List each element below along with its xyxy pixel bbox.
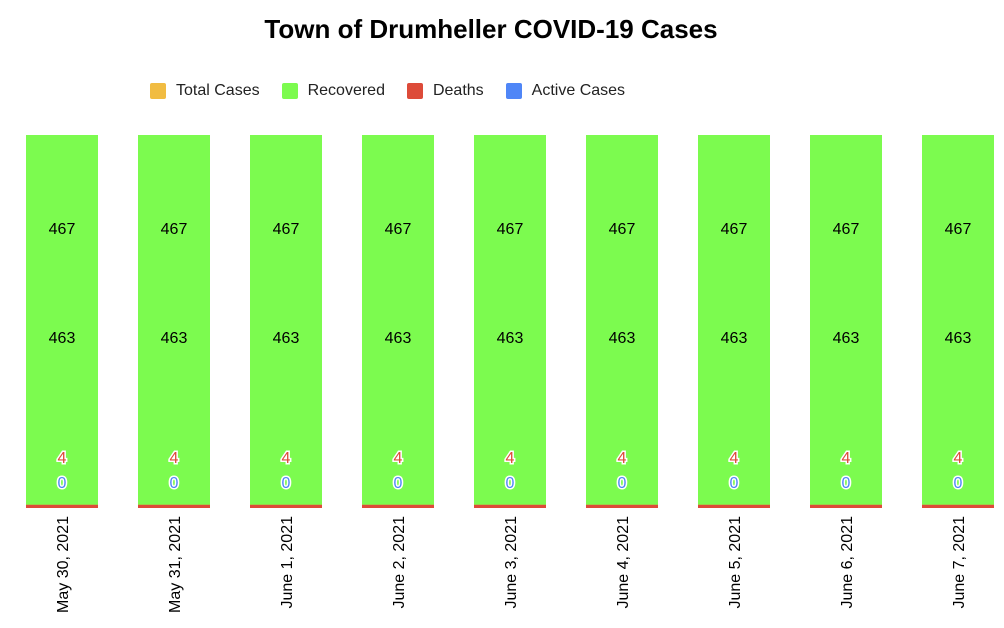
bar-recovered bbox=[698, 135, 770, 505]
data-label-total-cases: 467 bbox=[385, 221, 412, 238]
bar-deaths bbox=[586, 504, 658, 508]
data-label-active-cases: 0 bbox=[394, 475, 403, 492]
bar-deaths bbox=[138, 504, 210, 508]
bar-recovered bbox=[922, 135, 994, 505]
data-label-recovered: 463 bbox=[721, 330, 748, 347]
bar-deaths bbox=[26, 504, 98, 508]
data-label-deaths: 4 bbox=[506, 450, 515, 467]
x-tick-label: May 30, 2021 bbox=[55, 516, 72, 613]
x-tick-label: June 5, 2021 bbox=[727, 516, 744, 609]
data-label-deaths: 4 bbox=[954, 450, 963, 467]
bar-recovered bbox=[138, 135, 210, 505]
legend-label-deaths: Deaths bbox=[432, 82, 484, 99]
data-label-active-cases: 0 bbox=[282, 475, 291, 492]
data-label-total-cases: 467 bbox=[945, 221, 972, 238]
data-label-total-cases: 467 bbox=[49, 221, 76, 238]
chart-title: Town of Drumheller COVID-19 Cases bbox=[264, 14, 718, 44]
data-label-recovered: 463 bbox=[161, 330, 188, 347]
legend-label-recovered: Recovered bbox=[307, 82, 385, 99]
bar-recovered bbox=[586, 135, 658, 505]
bar-deaths bbox=[474, 504, 546, 508]
x-tick-label: June 2, 2021 bbox=[391, 516, 408, 609]
bar-deaths bbox=[922, 504, 994, 508]
data-label-deaths: 4 bbox=[618, 450, 627, 467]
data-label-recovered: 463 bbox=[497, 330, 524, 347]
data-label-recovered: 463 bbox=[49, 330, 76, 347]
legend: Total Cases Recovered Deaths Active Case… bbox=[150, 82, 625, 100]
data-label-total-cases: 467 bbox=[161, 221, 188, 238]
data-label-deaths: 4 bbox=[394, 450, 403, 467]
data-label-active-cases: 0 bbox=[506, 475, 515, 492]
data-label-recovered: 463 bbox=[273, 330, 300, 347]
data-label-recovered: 463 bbox=[609, 330, 636, 347]
bar-deaths bbox=[810, 504, 882, 508]
legend-item-deaths[interactable]: Deaths bbox=[406, 82, 484, 100]
x-tick-label: June 7, 2021 bbox=[951, 516, 968, 609]
data-label-total-cases: 467 bbox=[273, 221, 300, 238]
data-label-active-cases: 0 bbox=[58, 475, 67, 492]
x-tick-label: June 6, 2021 bbox=[839, 516, 856, 609]
data-label-deaths: 4 bbox=[282, 450, 291, 467]
data-label-recovered: 463 bbox=[385, 330, 412, 347]
legend-label-active-cases: Active Cases bbox=[531, 82, 626, 99]
x-tick-label: June 1, 2021 bbox=[279, 516, 296, 609]
bar-deaths bbox=[698, 504, 770, 508]
data-label-deaths: 4 bbox=[170, 450, 179, 467]
data-label-total-cases: 467 bbox=[609, 221, 636, 238]
legend-item-active-cases[interactable]: Active Cases bbox=[505, 82, 626, 100]
bar-recovered bbox=[810, 135, 882, 505]
x-tick-label: June 4, 2021 bbox=[615, 516, 632, 609]
data-label-recovered: 463 bbox=[945, 330, 972, 347]
legend-swatch-total-cases bbox=[150, 83, 166, 99]
legend-item-total-cases[interactable]: Total Cases bbox=[150, 82, 260, 100]
data-label-active-cases: 0 bbox=[842, 475, 851, 492]
bar-recovered bbox=[26, 135, 98, 505]
data-label-active-cases: 0 bbox=[170, 475, 179, 492]
legend-item-recovered[interactable]: Recovered bbox=[281, 82, 385, 100]
legend-label-total-cases: Total Cases bbox=[176, 82, 260, 99]
data-label-deaths: 4 bbox=[842, 450, 851, 467]
data-label-active-cases: 0 bbox=[618, 475, 627, 492]
data-label-deaths: 4 bbox=[58, 450, 67, 467]
data-label-total-cases: 467 bbox=[721, 221, 748, 238]
data-label-total-cases: 467 bbox=[497, 221, 524, 238]
bar-recovered bbox=[474, 135, 546, 505]
data-label-recovered: 463 bbox=[833, 330, 860, 347]
data-label-active-cases: 0 bbox=[730, 475, 739, 492]
data-label-deaths: 4 bbox=[730, 450, 739, 467]
x-tick-label: May 31, 2021 bbox=[167, 516, 184, 613]
bar-deaths bbox=[362, 504, 434, 508]
legend-swatch-deaths bbox=[406, 83, 423, 99]
legend-swatch-recovered bbox=[281, 83, 298, 99]
bar-recovered bbox=[362, 135, 434, 505]
bar-recovered bbox=[250, 135, 322, 505]
data-label-active-cases: 0 bbox=[954, 475, 963, 492]
x-tick-label: June 3, 2021 bbox=[503, 516, 520, 609]
data-label-total-cases: 467 bbox=[833, 221, 860, 238]
legend-swatch-active-cases bbox=[505, 83, 522, 99]
bar-deaths bbox=[250, 504, 322, 508]
